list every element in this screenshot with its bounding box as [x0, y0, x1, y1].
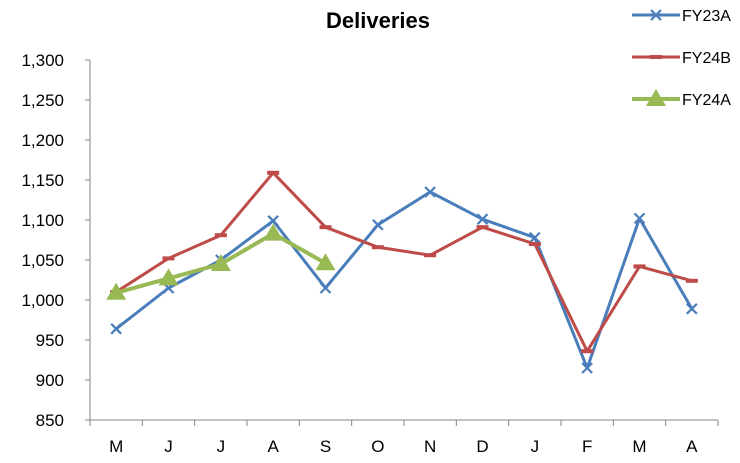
x-tick-label: O	[371, 437, 384, 456]
x-tick-label: F	[582, 437, 592, 456]
chart-series	[106, 170, 698, 374]
data-point-fy24b	[371, 245, 384, 250]
legend-label-fy24b: FY24B	[682, 50, 731, 67]
data-point-fy24a	[158, 268, 179, 286]
legend-marker-fy24a	[646, 89, 666, 106]
y-tick-label: 900	[36, 371, 64, 390]
y-tick-label: 1,150	[21, 171, 64, 190]
data-point-fy24b	[581, 349, 594, 354]
data-point-fy24b	[424, 253, 437, 258]
series-fy23a	[110, 186, 698, 374]
x-tick-label: J	[217, 437, 226, 456]
data-point-fy23a	[581, 362, 593, 374]
data-point-fy23a	[476, 213, 489, 225]
data-point-fy24b	[633, 264, 646, 269]
data-point-fy24b	[528, 242, 541, 246]
legend-marker-fy24b	[650, 55, 662, 59]
data-point-fy23a	[267, 215, 279, 227]
data-point-fy24b	[319, 225, 332, 230]
series-fy24a	[106, 223, 336, 300]
y-tick-label: 1,100	[21, 211, 64, 230]
data-point-fy24b	[214, 233, 227, 238]
series-line-fy24b	[115, 171, 693, 353]
data-point-fy23a	[686, 303, 698, 315]
y-tick-label: 1,000	[21, 291, 64, 310]
x-tick-label: J	[531, 437, 540, 456]
y-tick-label: 850	[36, 411, 64, 430]
data-point-fy24b	[267, 170, 280, 175]
x-tick-label: D	[476, 437, 488, 456]
data-point-fy24a	[263, 223, 284, 241]
data-point-fy24a	[106, 282, 127, 300]
data-point-fy23a	[529, 231, 541, 244]
legend-label-fy24a: FY24A	[682, 92, 731, 109]
chart-title: Deliveries	[326, 8, 430, 33]
legend-item-fy23a: FY23A	[632, 8, 731, 25]
series-fy24b	[110, 170, 698, 354]
x-tick-label: A	[267, 437, 279, 456]
data-point-fy23a	[424, 186, 436, 198]
legend-label-fy23a: FY23A	[682, 8, 731, 25]
data-point-fy24b	[476, 225, 489, 230]
y-tick-label: 1,050	[21, 251, 64, 270]
y-tick-label: 1,300	[21, 51, 64, 70]
data-point-fy24a	[210, 254, 231, 271]
series-line-fy23a	[115, 190, 694, 370]
data-point-fy23a	[110, 323, 122, 335]
x-tick-label: M	[109, 437, 123, 456]
x-tick-label: S	[320, 437, 331, 456]
x-tick-label: M	[632, 437, 646, 456]
data-point-fy24b	[162, 256, 175, 261]
data-point-fy23a	[633, 212, 646, 225]
legend-item-fy24a: FY24A	[632, 89, 731, 109]
legend-item-fy24b: FY24B	[632, 50, 731, 67]
x-tick-label: A	[686, 437, 698, 456]
chart-legend: FY23A FY24B FY24A	[632, 8, 731, 109]
y-tick-label: 1,200	[21, 131, 64, 150]
x-tick-label: J	[164, 437, 173, 456]
y-tick-label: 950	[36, 331, 64, 350]
x-tick-label: N	[424, 437, 436, 456]
data-point-fy24b	[685, 278, 698, 283]
data-point-fy23a	[372, 219, 384, 231]
data-point-fy23a	[319, 282, 332, 294]
legend-marker-fy23a	[650, 9, 662, 21]
y-tick-labels: 850 900 950 1,000 1,050 1,100 1,150 1,200 1,250 1…	[21, 51, 64, 430]
y-tick-label: 1,250	[21, 91, 64, 110]
chart-axes	[85, 59, 719, 426]
data-point-fy24a	[315, 253, 336, 271]
